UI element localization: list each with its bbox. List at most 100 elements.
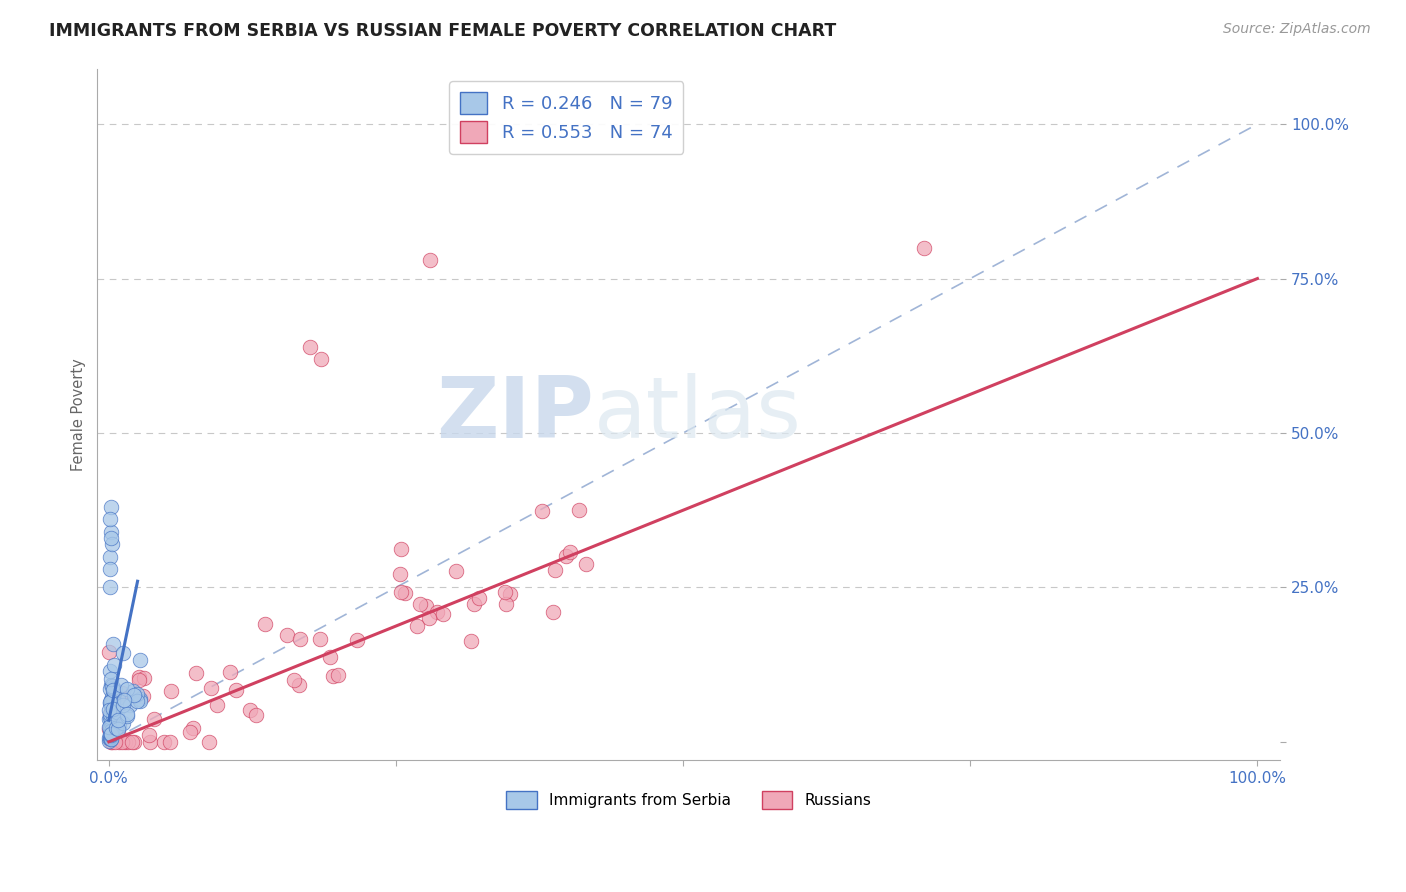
Point: [107, 713, 129, 727]
Point: [544, 563, 567, 577]
Point: [98, 730, 121, 744]
Point: [132, 690, 155, 704]
Point: [287, 677, 309, 691]
Text: atlas: atlas: [595, 373, 803, 456]
Point: [98, 581, 121, 595]
Point: [499, 586, 522, 600]
Point: [128, 694, 150, 708]
Point: [111, 715, 134, 730]
Point: [121, 683, 143, 698]
Point: [115, 681, 138, 696]
Point: [98, 706, 121, 721]
Point: [389, 585, 412, 599]
Point: [319, 650, 342, 665]
Point: [98, 696, 121, 710]
Point: [198, 735, 221, 749]
Text: ZIP: ZIP: [436, 373, 595, 456]
Point: [100, 699, 122, 714]
Point: [122, 735, 145, 749]
Point: [101, 735, 124, 749]
Point: [114, 735, 136, 749]
Point: [117, 735, 139, 749]
Point: [200, 681, 222, 695]
Point: [394, 586, 416, 600]
Point: [105, 710, 128, 724]
Point: [122, 688, 145, 702]
Point: [100, 692, 122, 706]
Point: [103, 686, 125, 700]
Point: [912, 241, 935, 255]
Point: [101, 709, 124, 723]
Point: [101, 702, 124, 716]
Point: [207, 698, 229, 713]
Text: Source: ZipAtlas.com: Source: ZipAtlas.com: [1223, 22, 1371, 37]
Point: [103, 637, 125, 651]
Point: [432, 607, 454, 622]
Point: [100, 731, 122, 746]
Point: [322, 669, 344, 683]
Point: [389, 541, 412, 556]
Point: [575, 558, 598, 572]
Point: [152, 735, 174, 749]
Point: [110, 678, 132, 692]
Point: [101, 683, 124, 698]
Point: [494, 585, 516, 599]
Point: [100, 664, 122, 678]
Point: [98, 718, 121, 732]
Point: [100, 728, 122, 742]
Point: [184, 665, 207, 680]
Point: [463, 597, 485, 611]
Point: [105, 705, 128, 719]
Point: [100, 500, 122, 515]
Point: [104, 683, 127, 698]
Point: [100, 724, 122, 739]
Point: [100, 694, 122, 708]
Point: [100, 724, 122, 739]
Point: [107, 724, 129, 739]
Point: [309, 632, 332, 647]
Point: [98, 723, 121, 737]
Point: [541, 605, 564, 619]
Point: [426, 605, 449, 619]
Point: [100, 531, 122, 545]
Point: [555, 549, 578, 564]
Point: [159, 735, 181, 749]
Point: [103, 657, 125, 672]
Point: [419, 252, 441, 267]
Point: [100, 728, 122, 742]
Point: [104, 721, 127, 735]
Point: [139, 735, 162, 749]
Point: [346, 633, 368, 648]
Point: [298, 339, 321, 353]
Point: [98, 706, 121, 721]
Point: [415, 599, 437, 613]
Point: [101, 694, 124, 708]
Point: [107, 691, 129, 706]
Point: [100, 735, 122, 749]
Point: [495, 598, 517, 612]
Point: [219, 665, 242, 680]
Point: [103, 681, 125, 695]
Point: [134, 671, 156, 685]
Point: [101, 679, 124, 693]
Point: [97, 731, 120, 745]
Point: [560, 544, 582, 558]
Point: [409, 597, 432, 611]
Point: [100, 729, 122, 743]
Point: [100, 731, 122, 746]
Point: [98, 681, 121, 696]
Point: [100, 672, 122, 686]
Point: [103, 716, 125, 731]
Point: [121, 735, 143, 749]
Point: [568, 503, 591, 517]
Point: [531, 504, 554, 518]
Point: [117, 706, 139, 721]
Point: [467, 591, 489, 606]
Point: [311, 351, 333, 366]
Point: [290, 632, 312, 646]
Point: [125, 686, 148, 700]
Point: [98, 722, 121, 736]
Point: [128, 673, 150, 688]
Point: [179, 724, 201, 739]
Point: [239, 703, 262, 717]
